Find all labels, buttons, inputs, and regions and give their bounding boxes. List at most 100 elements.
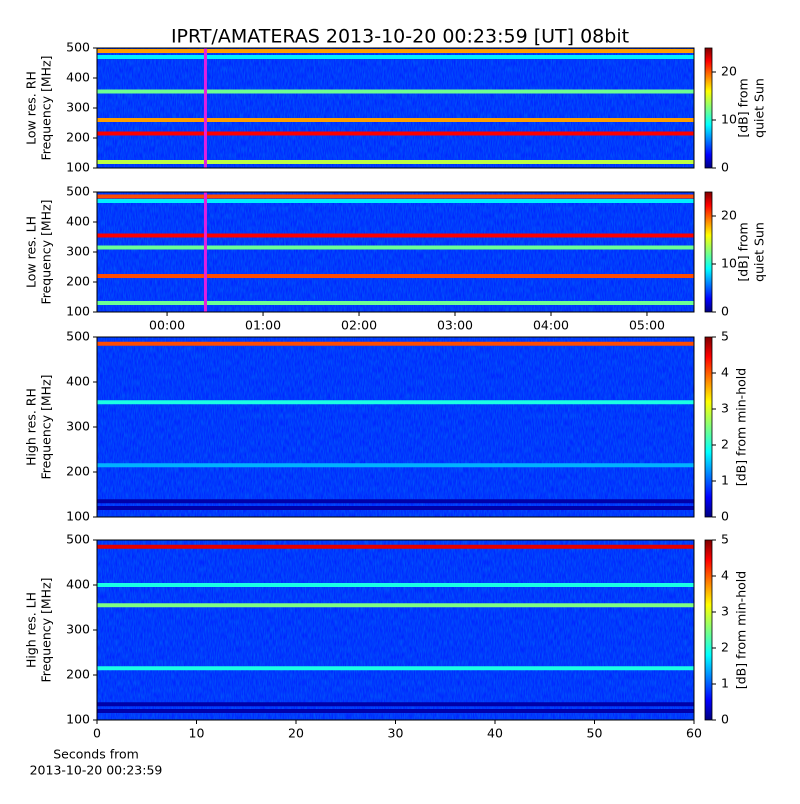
x-tick-label: 40 bbox=[487, 726, 503, 741]
colorbar-tick-label: 0 bbox=[721, 509, 729, 524]
spectral-line bbox=[97, 499, 694, 504]
colorbar-tick-label: 3 bbox=[721, 604, 729, 619]
colorbar bbox=[704, 539, 713, 721]
colorbar-label: [dB] from bbox=[736, 222, 751, 281]
y-tick-label: 200 bbox=[66, 667, 90, 682]
x-tick-label: 10 bbox=[189, 726, 205, 741]
x-tick-label: 00:00 bbox=[149, 318, 185, 333]
spectral-line bbox=[97, 400, 694, 405]
colorbar-tick-label: 3 bbox=[721, 401, 729, 416]
x-tick-label: 30 bbox=[388, 726, 404, 741]
noise-texture bbox=[97, 540, 694, 720]
y-tick-label: 400 bbox=[66, 374, 90, 389]
colorbar-label: quiet Sun bbox=[752, 78, 767, 138]
spectral-line bbox=[97, 55, 694, 59]
colorbar-tick-label: 10 bbox=[721, 112, 737, 127]
colorbar-label: [dB] from min-hold bbox=[734, 571, 749, 689]
y-axis-label: High res. LH bbox=[24, 592, 39, 668]
colorbar-tick-label: 10 bbox=[721, 256, 737, 271]
colorbar bbox=[704, 191, 713, 313]
x-axis-label: Seconds from bbox=[53, 747, 139, 762]
y-axis-label: Frequency [MHz] bbox=[39, 55, 54, 160]
y-tick-label: 100 bbox=[66, 304, 90, 319]
y-tick-label: 300 bbox=[66, 100, 90, 115]
spectral-line bbox=[97, 274, 694, 278]
colorbar-tick-label: 4 bbox=[721, 568, 729, 583]
spectral-line bbox=[97, 544, 694, 549]
spectral-line bbox=[97, 301, 694, 305]
x-tick-label: 0 bbox=[93, 726, 101, 741]
y-tick-label: 400 bbox=[66, 577, 90, 592]
x-axis-label: 2013-10-20 00:23:59 bbox=[30, 763, 163, 778]
colorbar bbox=[704, 47, 713, 169]
y-tick-label: 500 bbox=[66, 184, 90, 199]
spectral-line bbox=[97, 233, 694, 238]
spectral-line bbox=[97, 118, 694, 122]
colorbar-tick-label: 5 bbox=[721, 532, 729, 547]
y-tick-label: 500 bbox=[66, 40, 90, 55]
chart-title: IPRT/AMATERAS 2013-10-20 00:23:59 [UT] 0… bbox=[171, 26, 629, 48]
x-tick-label: 02:00 bbox=[341, 318, 377, 333]
spectral-line bbox=[97, 702, 694, 707]
x-tick-label: 20 bbox=[288, 726, 304, 741]
colorbar-label: [dB] from min-hold bbox=[734, 368, 749, 486]
colorbar-label: quiet Sun bbox=[752, 222, 767, 282]
spectral-line bbox=[97, 463, 694, 468]
y-tick-label: 200 bbox=[66, 274, 90, 289]
noise-texture bbox=[97, 192, 694, 312]
spectral-line bbox=[97, 160, 694, 164]
y-axis-label: Frequency [MHz] bbox=[39, 577, 54, 682]
y-tick-label: 400 bbox=[66, 70, 90, 85]
colorbar-tick-label: 5 bbox=[721, 329, 729, 344]
spectral-line bbox=[97, 49, 694, 53]
colorbar-label: [dB] from bbox=[736, 78, 751, 137]
y-axis-label: Frequency [MHz] bbox=[39, 199, 54, 304]
noise-texture bbox=[97, 48, 694, 168]
y-tick-label: 100 bbox=[66, 509, 90, 524]
x-tick-label: 50 bbox=[587, 726, 603, 741]
spectral-line bbox=[97, 245, 694, 250]
colorbar-tick-label: 2 bbox=[721, 640, 729, 655]
y-tick-label: 200 bbox=[66, 130, 90, 145]
spectral-line bbox=[97, 341, 694, 346]
colorbar-tick-label: 0 bbox=[721, 160, 729, 175]
spectral-line bbox=[97, 709, 694, 713]
x-tick-label: 05:00 bbox=[629, 318, 665, 333]
x-tick-label: 60 bbox=[686, 726, 702, 741]
y-axis-label: High res. RH bbox=[24, 388, 39, 466]
colorbar-tick-label: 4 bbox=[721, 365, 729, 380]
noise-texture bbox=[97, 337, 694, 517]
spectral-line bbox=[97, 194, 694, 199]
colorbar-tick-label: 20 bbox=[721, 208, 737, 223]
y-tick-label: 500 bbox=[66, 532, 90, 547]
colorbar bbox=[704, 336, 713, 518]
spectral-line bbox=[97, 199, 694, 203]
y-tick-label: 300 bbox=[66, 244, 90, 259]
y-tick-label: 300 bbox=[66, 419, 90, 434]
spectral-line bbox=[97, 131, 694, 136]
colorbar-tick-label: 2 bbox=[721, 437, 729, 452]
y-tick-label: 400 bbox=[66, 214, 90, 229]
y-tick-label: 100 bbox=[66, 160, 90, 175]
y-axis-label: Frequency [MHz] bbox=[39, 374, 54, 479]
y-tick-label: 200 bbox=[66, 464, 90, 479]
colorbar-tick-label: 0 bbox=[721, 304, 729, 319]
spectral-line bbox=[97, 666, 694, 671]
x-tick-label: 04:00 bbox=[533, 318, 569, 333]
spectral-line bbox=[97, 89, 694, 94]
y-axis-label: Low res. LH bbox=[24, 216, 39, 288]
y-tick-label: 300 bbox=[66, 622, 90, 637]
spectral-line bbox=[97, 583, 694, 587]
y-axis-label: Low res. RH bbox=[24, 71, 39, 145]
y-tick-label: 500 bbox=[66, 329, 90, 344]
x-tick-label: 03:00 bbox=[437, 318, 473, 333]
colorbar-tick-label: 20 bbox=[721, 64, 737, 79]
spectral-line bbox=[97, 603, 694, 608]
y-tick-label: 100 bbox=[66, 712, 90, 727]
colorbar-tick-label: 1 bbox=[721, 473, 729, 488]
x-tick-label: 01:00 bbox=[245, 318, 281, 333]
spectral-line bbox=[97, 506, 694, 510]
colorbar-tick-label: 0 bbox=[721, 712, 729, 727]
colorbar-tick-label: 1 bbox=[721, 676, 729, 691]
